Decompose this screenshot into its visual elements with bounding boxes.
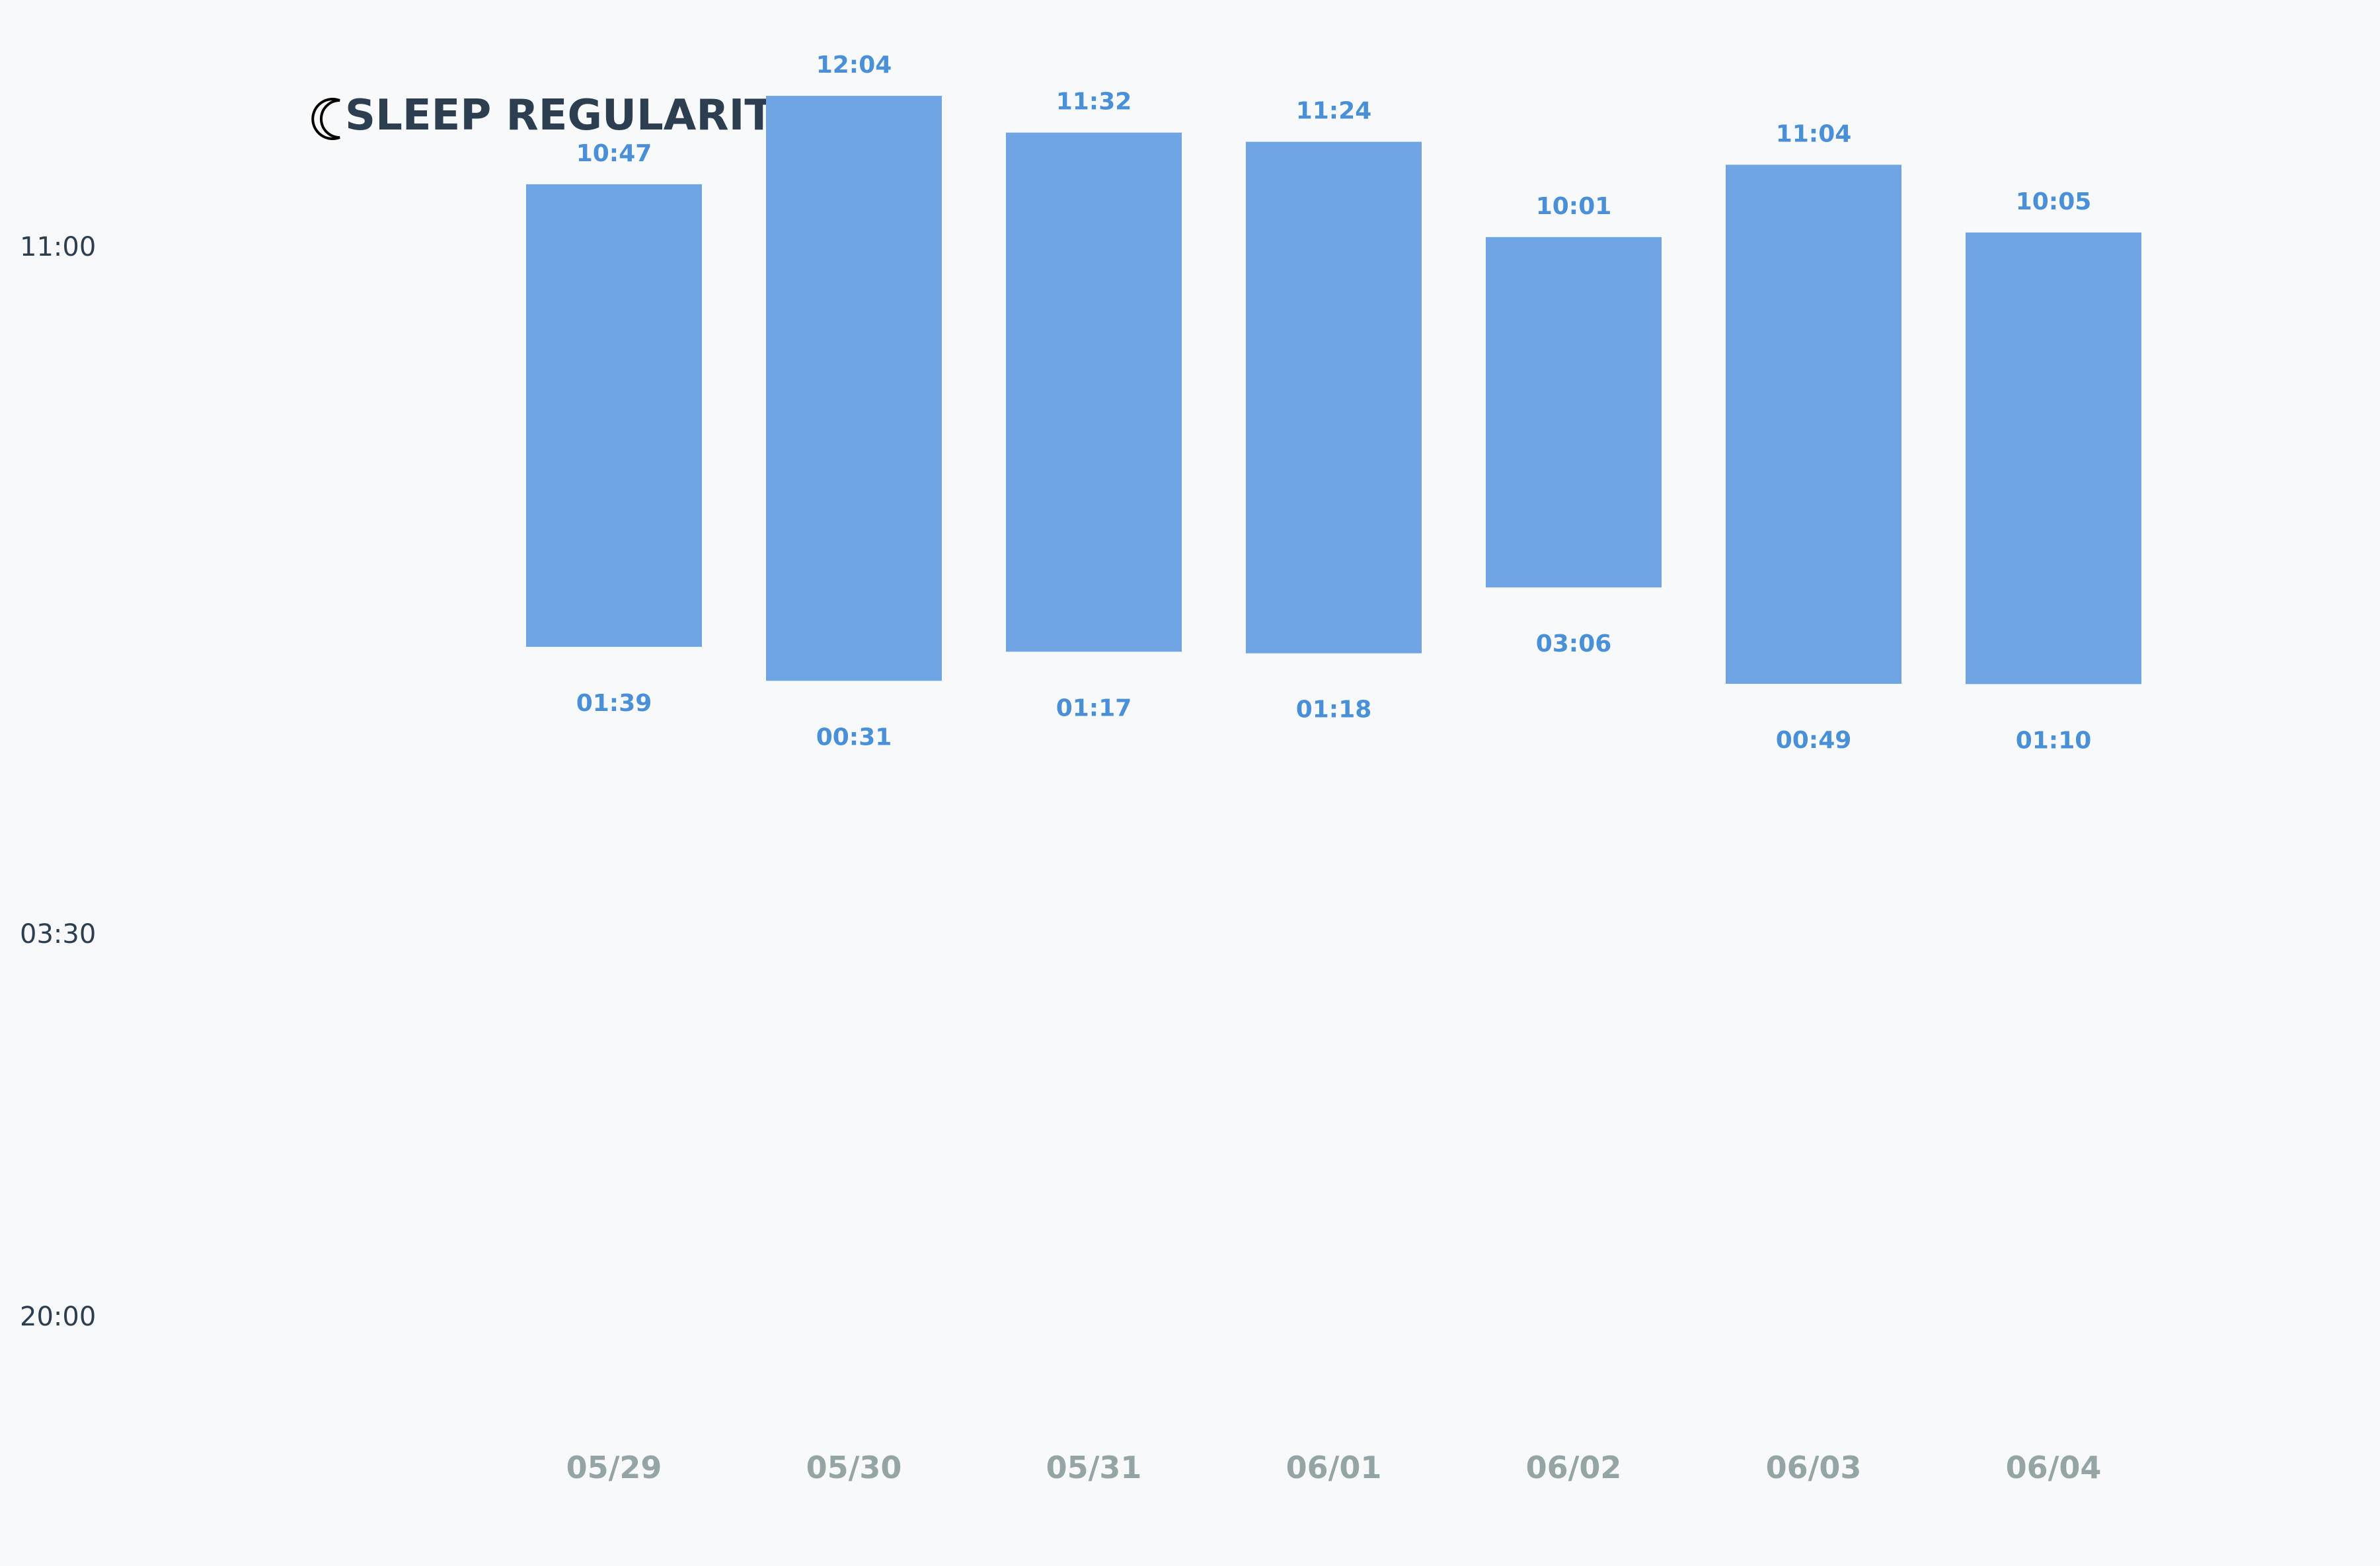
sleep-bar <box>526 184 702 647</box>
sleep-bar <box>766 96 942 681</box>
bar-group: 12:04 00:31 <box>766 52 942 751</box>
y-axis: 11:00 03:30 20:00 <box>20 232 96 1332</box>
wake-time-label: 11:32 <box>1056 89 1132 116</box>
x-tick-label: 05/30 <box>806 1450 902 1485</box>
x-tick-label: 05/29 <box>566 1450 662 1485</box>
moon-icon-shape <box>311 98 340 140</box>
chart-title: SLEEP REGULARITY <box>345 91 804 140</box>
sleep-bar <box>1246 141 1422 653</box>
bedtime-label: 01:18 <box>1296 696 1372 724</box>
sleep-bar <box>1006 132 1182 652</box>
bar-group: 10:47 01:39 <box>526 140 702 717</box>
bedtime-label: 01:10 <box>2016 727 2092 754</box>
wake-time-label: 10:05 <box>2016 188 2092 215</box>
bedtime-label: 00:31 <box>816 724 892 751</box>
wake-time-label: 12:04 <box>816 52 892 79</box>
wake-time-label: 10:01 <box>1536 193 1612 220</box>
bedtime-label: 03:06 <box>1536 630 1612 657</box>
bedtime-label: 00:49 <box>1776 727 1852 754</box>
chart-title-group: SLEEP REGULARITY <box>311 91 804 140</box>
moon-icon <box>311 98 340 140</box>
bar-group: 10:01 03:06 <box>1486 193 1662 657</box>
bedtime-label: 01:39 <box>576 690 652 717</box>
bar-group: 10:05 01:10 <box>1966 188 2141 754</box>
bar-group: 11:04 00:49 <box>1726 120 1901 754</box>
x-tick-label: 05/31 <box>1046 1450 1142 1485</box>
x-tick-label: 06/01 <box>1286 1450 1382 1485</box>
wake-time-label: 11:04 <box>1776 120 1852 147</box>
y-tick-label: 11:00 <box>20 232 96 262</box>
sleep-bar <box>1966 232 2141 685</box>
bar-group: 11:24 01:18 <box>1246 98 1422 724</box>
bedtime-label: 01:17 <box>1056 694 1132 722</box>
x-axis: 05/29 05/30 05/31 06/01 06/02 06/03 06/04 <box>566 1450 2102 1485</box>
wake-time-label: 11:24 <box>1296 98 1372 125</box>
x-tick-label: 06/03 <box>1766 1450 1862 1485</box>
x-tick-label: 06/04 <box>2006 1450 2102 1485</box>
y-tick-label: 20:00 <box>20 1302 96 1332</box>
bars: 10:47 01:39 12:04 00:31 11:32 01:17 11:24 01:18… <box>526 52 2141 754</box>
sleep-bar <box>1726 165 1901 684</box>
y-tick-label: 03:30 <box>20 919 96 950</box>
x-tick-label: 06/02 <box>1526 1450 1622 1485</box>
bar-group: 11:32 01:17 <box>1006 89 1182 722</box>
sleep-bar <box>1486 237 1662 587</box>
wake-time-label: 10:47 <box>576 140 652 167</box>
